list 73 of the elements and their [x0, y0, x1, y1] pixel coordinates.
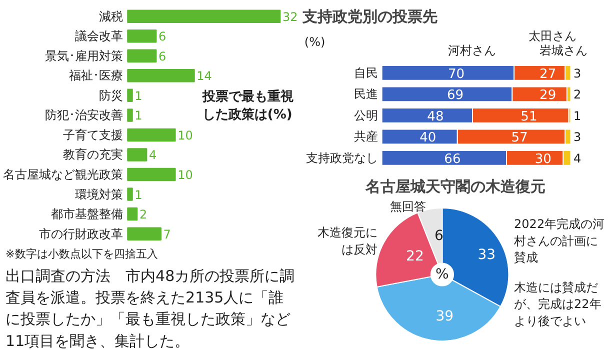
bar: [127, 29, 157, 43]
bar: [127, 108, 133, 122]
y-tick-label: 教育の充実: [63, 148, 124, 162]
bar: [127, 227, 162, 240]
data-label: 22: [406, 248, 424, 264]
data-label: 51: [520, 109, 538, 124]
y-tick-label: 景気･雇用対策: [45, 48, 124, 63]
bar: [127, 10, 281, 23]
slice-label: 木造には賛成だが、完成は22年より後でよい: [514, 280, 602, 328]
y-tick-label: 支持政党なし: [306, 150, 378, 165]
data-label: 14: [196, 69, 212, 84]
chart-title: 支持政党別の投票先: [302, 8, 438, 26]
data-label: 7: [163, 227, 171, 242]
bar: [127, 188, 133, 201]
data-label: 4: [148, 148, 157, 162]
data-label: 29: [540, 88, 556, 104]
data-label: 10: [178, 168, 193, 182]
y-tick-label: 民進: [354, 87, 378, 102]
chart-subtitle: (%): [304, 35, 326, 50]
text: 出口調査の方法 市内48カ所の投票所に調査員を派遣。投票を終えた2135人に「誰に投票したか」「最も重視した政策」など11項目を聞き、集計した。: [6, 266, 295, 350]
y-tick-label: 環境対策: [75, 187, 124, 202]
series-label: 河村さん: [448, 44, 496, 58]
y-tick-label: 自民: [354, 66, 378, 80]
data-label: 70: [448, 66, 464, 82]
bar: [127, 128, 176, 142]
data-label: 33: [478, 247, 496, 264]
data-label: 57: [511, 130, 528, 146]
data-label: 1: [134, 88, 142, 103]
slice-label: 2022年完成の河村さんの計画に賛成: [513, 217, 605, 265]
text: ※数字は小数点以下を四捨五入: [6, 248, 158, 261]
y-tick-label: 子育て支援: [63, 128, 124, 142]
slice-label: 木造復元には反対: [318, 226, 378, 256]
bar: [127, 148, 148, 162]
bar: [127, 207, 138, 221]
data-label: 27: [540, 66, 556, 82]
slice-label: 無回答: [390, 199, 426, 214]
data-label: 39: [436, 308, 454, 324]
data-label: 1: [574, 108, 582, 123]
data-label: 6: [158, 49, 166, 64]
data-label: 69: [447, 88, 464, 104]
text: %: [436, 266, 449, 282]
y-tick-label: 都市基盤整備: [51, 207, 124, 222]
data-label: 32: [282, 10, 298, 24]
data-label: 4: [574, 151, 582, 166]
data-label: 40: [420, 130, 436, 146]
bar: [127, 168, 176, 182]
y-tick-label: 名古屋城など観光政策: [3, 168, 124, 182]
text: 投票で最も重視した政策は(%): [201, 88, 294, 122]
data-label: 1: [134, 188, 142, 202]
bar: [127, 88, 133, 102]
data-label: 30: [534, 152, 552, 167]
series-label: 岩城さん: [540, 44, 588, 58]
data-label: 3: [574, 66, 582, 80]
y-tick-label: 公明: [354, 108, 378, 122]
y-tick-label: 議会改革: [75, 29, 124, 44]
y-tick-label: 福祉･医療: [69, 68, 124, 83]
data-label: 3: [574, 130, 582, 144]
y-tick-label: 防犯･治安改善: [45, 108, 124, 122]
data-label: 2: [139, 208, 148, 222]
data-label: 10: [178, 128, 193, 142]
bar: [127, 49, 157, 63]
data-label: 6: [158, 30, 166, 44]
bar: [127, 69, 195, 82]
data-label: 2: [574, 88, 582, 102]
y-tick-label: 減税: [99, 9, 124, 24]
data-label: 48: [427, 109, 444, 124]
data-label: 6: [434, 228, 444, 244]
data-label: 66: [444, 152, 461, 167]
y-tick-label: 共産: [354, 130, 378, 144]
y-tick-label: 防災: [99, 88, 124, 102]
chart-title: 名古屋城天守閣の木造復元: [364, 178, 546, 196]
data-label: 1: [134, 108, 142, 123]
y-tick-label: 市の行財政改革: [39, 226, 124, 241]
